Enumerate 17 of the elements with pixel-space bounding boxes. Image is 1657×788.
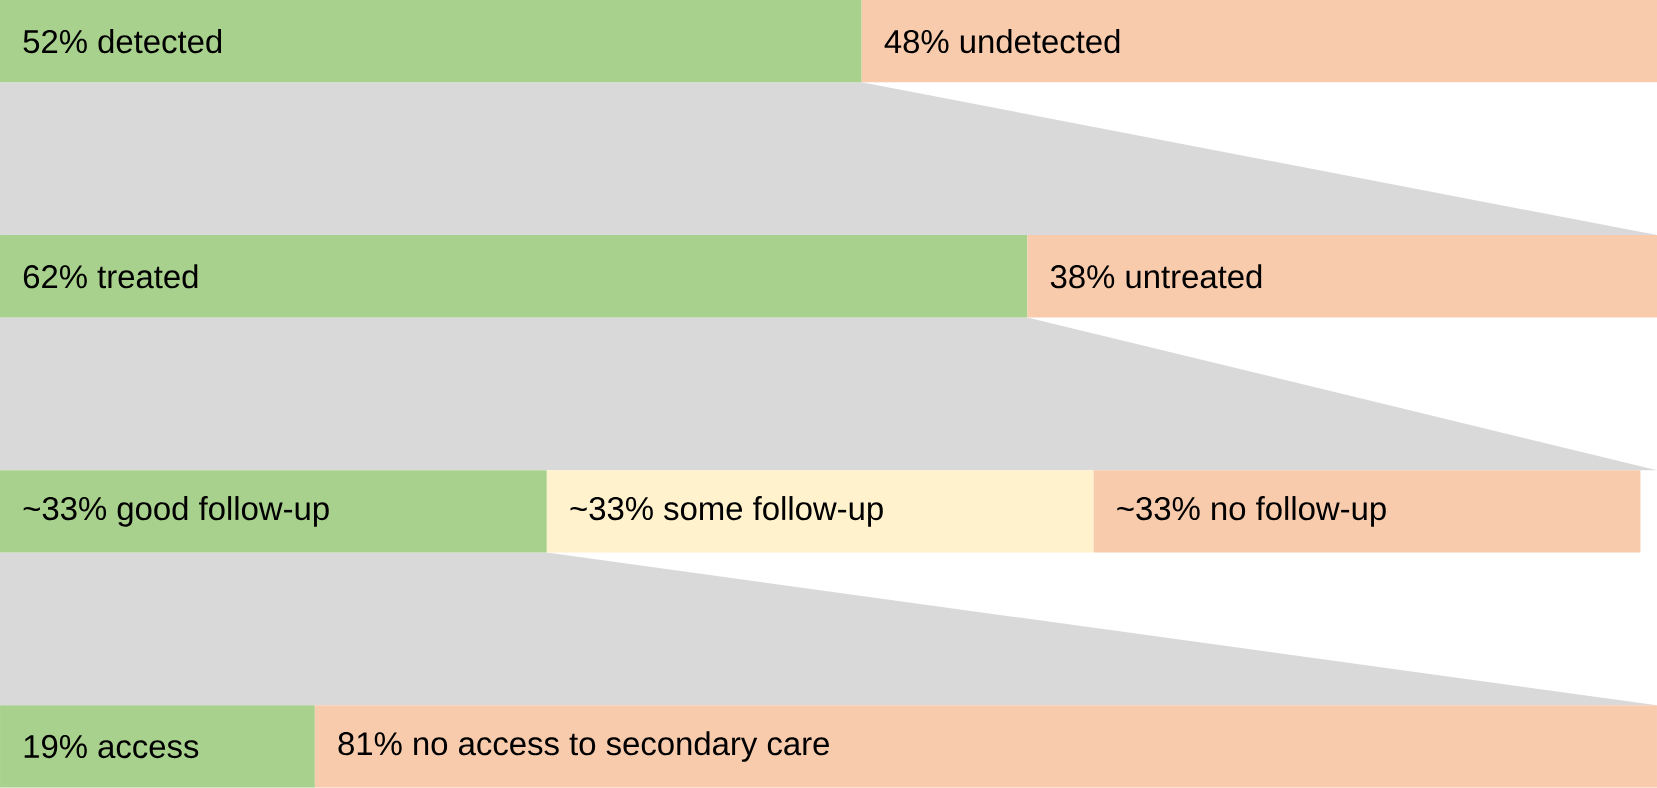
data-label: 48% undetected	[884, 29, 1120, 54]
bar	[0, 235, 1028, 318]
data-label: 81% no access to secondary care	[338, 731, 829, 762]
bar	[0, 0, 862, 83]
data-label: 38% untreated	[1050, 264, 1262, 289]
data-label: ~33% no follow-up	[1117, 496, 1386, 527]
data-label: 52% detected	[23, 29, 222, 54]
data-label: ~33% good follow-up	[23, 496, 329, 527]
bar	[0, 705, 315, 788]
bar	[1093, 470, 1641, 553]
bar	[0, 470, 547, 553]
data-label: 62% treated	[23, 264, 198, 289]
bar	[861, 0, 1657, 83]
bar	[1027, 235, 1657, 318]
data-label: 19% access	[24, 735, 199, 759]
bar	[546, 470, 1094, 553]
data-label: ~33% some follow-up	[570, 496, 883, 527]
